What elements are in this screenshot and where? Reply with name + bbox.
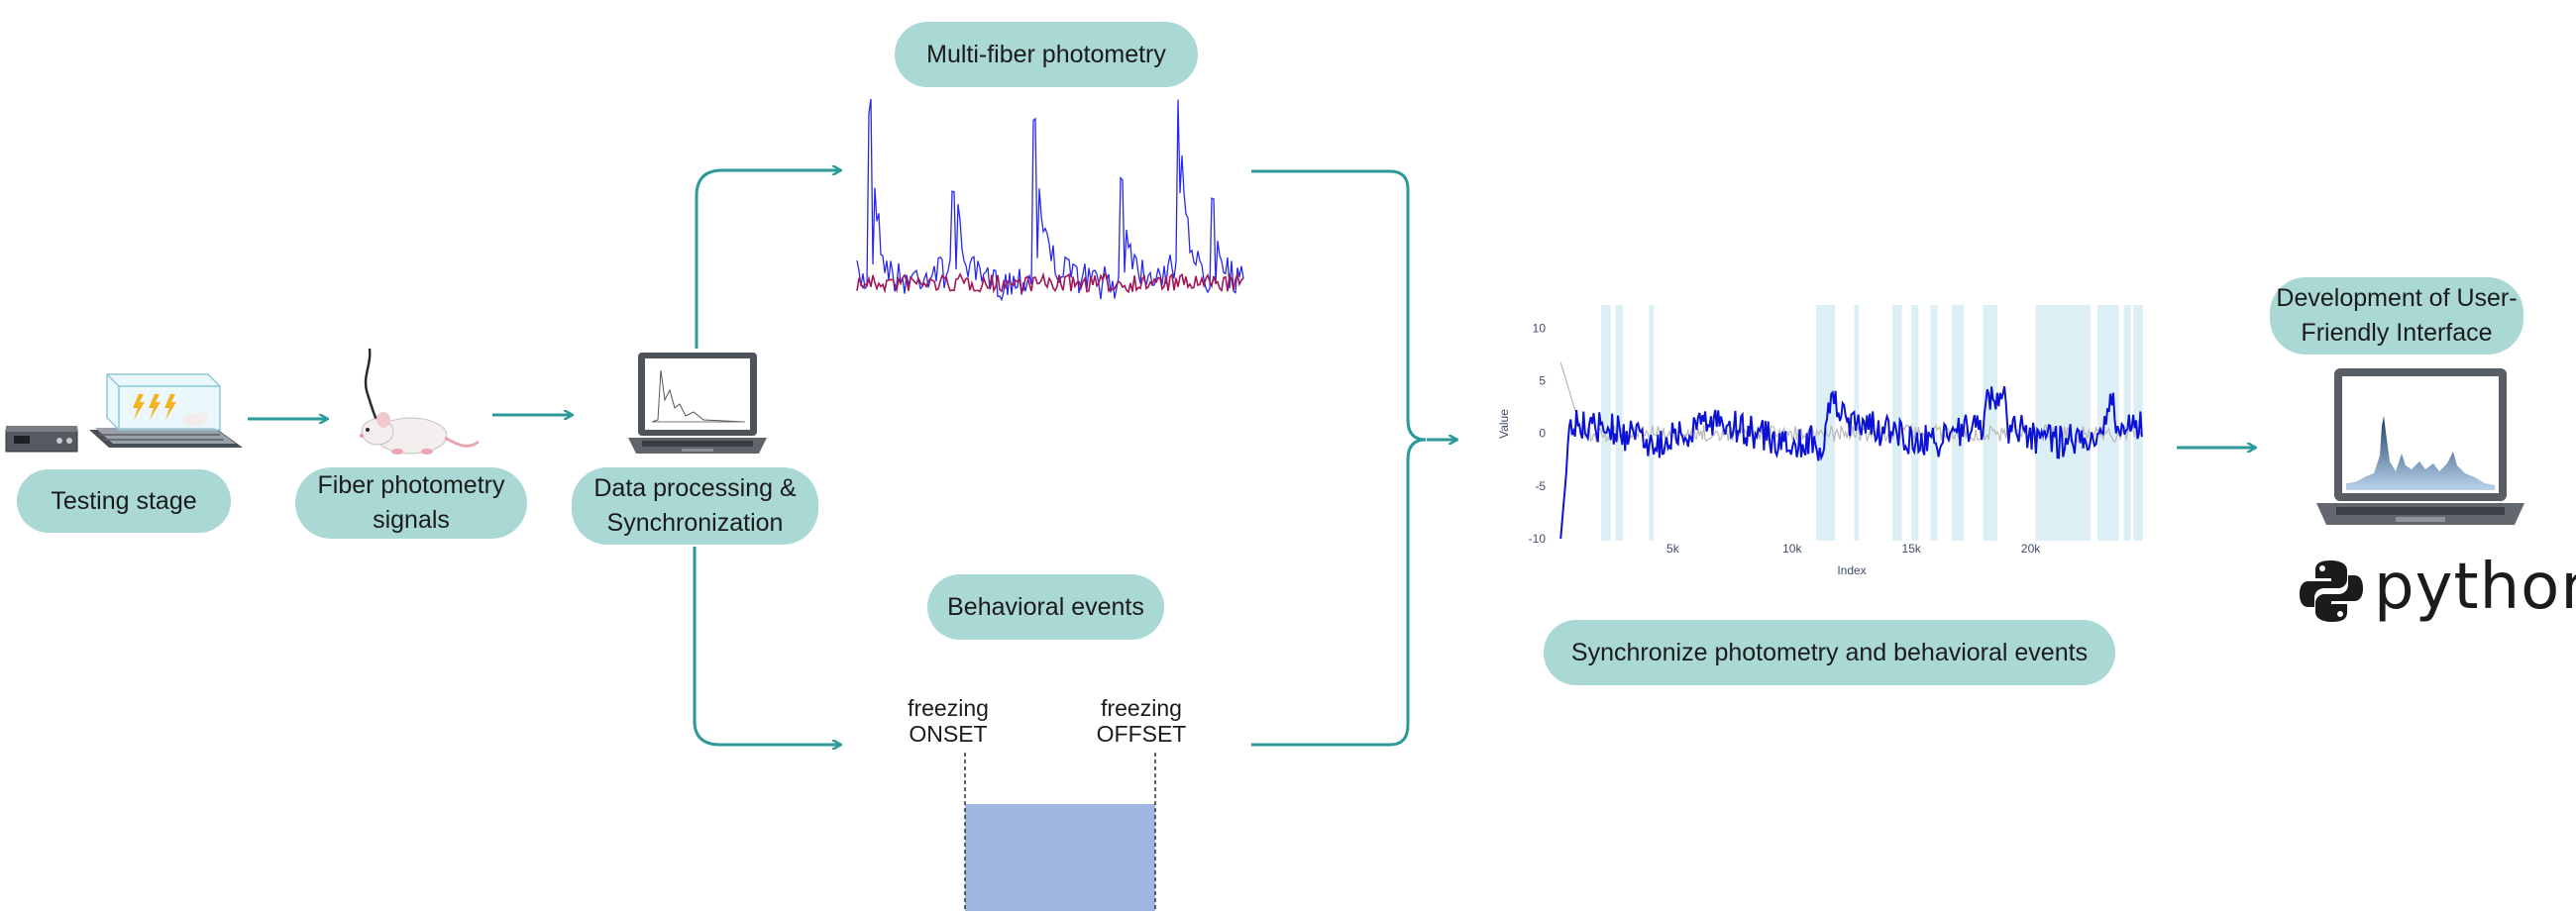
merge-bracket (1251, 169, 1427, 747)
data-processing-pill: Data processing & Synchronization (572, 467, 818, 545)
data-processing-line1: Data processing & (593, 474, 797, 502)
event-band (1911, 305, 1919, 541)
freezing-onset-line2: ONSET (909, 721, 988, 747)
y-axis-label: Value (1497, 409, 1511, 439)
development-interface-pill: Development of User- Friendly Interface (2270, 277, 2523, 355)
event-band (2133, 305, 2143, 541)
freezing-offset-line2: OFFSET (1096, 721, 1187, 747)
python-wordmark: python (2374, 551, 2576, 624)
y-tick-label: -5 (1535, 479, 1546, 493)
development-line1: Development of User- (2276, 284, 2518, 312)
y-axis-ticks: 10 5 0 -5 -10 (1529, 321, 1547, 546)
arrow-processing-to-photometry (695, 170, 840, 349)
data-processing-line2: Synchronization (606, 509, 784, 537)
sync-trace-blue (1559, 386, 2143, 540)
photometry-trace-plot (856, 99, 1244, 302)
y-tick-label: 10 (1533, 321, 1547, 335)
multi-fiber-photometry-label: Multi-fiber photometry (926, 40, 1166, 68)
event-band (2097, 305, 2119, 541)
x-tick-label: 15k (1902, 542, 1922, 556)
event-band (1601, 305, 1611, 541)
arrow-processing-to-behavior (693, 547, 840, 745)
y-tick-label: -10 (1529, 532, 1547, 546)
multi-fiber-photometry-pill: Multi-fiber photometry (895, 22, 1198, 87)
x-axis-label: Index (1837, 563, 1866, 577)
event-band (1930, 305, 1938, 541)
freezing-period-box (965, 804, 1155, 911)
fiber-photometry-pill: Fiber photometry signals (295, 467, 527, 539)
interface-laptop-icon (2316, 368, 2524, 525)
fiber-photometry-line1: Fiber photometry (317, 471, 505, 499)
x-axis-ticks: 5k 10k 15k 20k (1666, 542, 2041, 556)
photometry-trace-red (856, 271, 1244, 294)
y-tick-label: 5 (1539, 373, 1546, 387)
freezing-period-diagram (964, 753, 1156, 911)
y-tick-label: 0 (1539, 427, 1546, 441)
photometry-trace-blue (856, 99, 1244, 302)
x-tick-label: 5k (1666, 542, 1680, 556)
testing-stage-pill: Testing stage (17, 469, 231, 533)
laptop-icon (628, 353, 767, 454)
event-band (2035, 305, 2091, 541)
synchronize-label: Synchronize photometry and behavioral ev… (1570, 638, 2089, 666)
testing-apparatus-icon (5, 373, 243, 453)
development-line2: Friendly Interface (2301, 319, 2493, 347)
fiber-photometry-line2: signals (373, 506, 450, 534)
synchronize-pill: Synchronize photometry and behavioral ev… (1544, 620, 2115, 685)
event-band (1649, 305, 1655, 541)
mouse-icon (360, 348, 480, 455)
behavioral-events-pill: Behavioral events (927, 574, 1164, 640)
event-band (1983, 305, 1997, 541)
freezing-onset-line1: freezing (908, 695, 989, 721)
testing-stage-label: Testing stage (51, 486, 197, 515)
x-tick-label: 20k (2021, 542, 2041, 556)
python-logo-icon (2300, 560, 2363, 622)
sync-trace-gray (1559, 361, 2143, 444)
x-tick-label: 10k (1782, 542, 1802, 556)
event-band (1891, 305, 1902, 541)
freezing-offset-label: freezing OFFSET (1087, 695, 1196, 747)
freezing-offset-line1: freezing (1101, 695, 1182, 721)
behavioral-events-label: Behavioral events (947, 592, 1144, 621)
sync-plot: 10 5 0 -5 -10 5k 10k 15k 20k Value Index (1497, 305, 2143, 577)
freezing-onset-label: freezing ONSET (897, 695, 1000, 747)
